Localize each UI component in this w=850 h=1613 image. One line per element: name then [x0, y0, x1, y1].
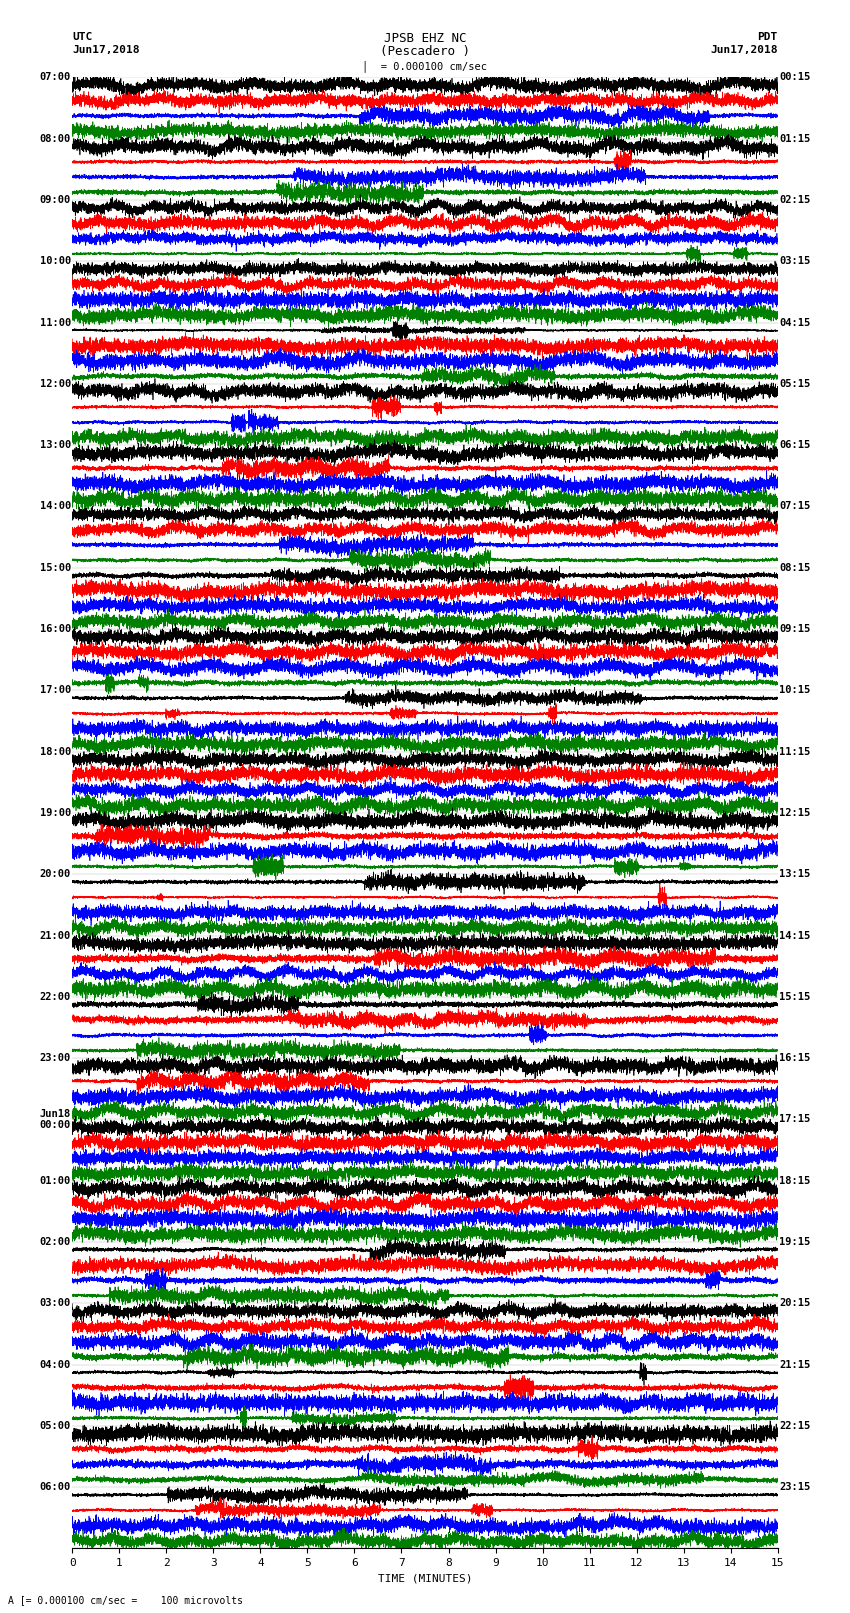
Text: 11:15: 11:15 [779, 747, 810, 756]
Text: 19:15: 19:15 [779, 1237, 810, 1247]
Text: 12:15: 12:15 [779, 808, 810, 818]
Text: 16:00: 16:00 [40, 624, 71, 634]
Text: 04:15: 04:15 [779, 318, 810, 327]
Text: 22:00: 22:00 [40, 992, 71, 1002]
Text: 03:15: 03:15 [779, 256, 810, 266]
Text: 17:00: 17:00 [40, 686, 71, 695]
Text: Jun18
00:00: Jun18 00:00 [40, 1108, 71, 1131]
Text: 01:00: 01:00 [40, 1176, 71, 1186]
Text: 20:15: 20:15 [779, 1298, 810, 1308]
Text: │  = 0.000100 cm/sec: │ = 0.000100 cm/sec [362, 60, 488, 71]
Text: 05:00: 05:00 [40, 1421, 71, 1431]
Text: Jun17,2018: Jun17,2018 [711, 45, 778, 55]
Text: 23:00: 23:00 [40, 1053, 71, 1063]
Text: 08:15: 08:15 [779, 563, 810, 573]
Text: 02:00: 02:00 [40, 1237, 71, 1247]
Text: 13:00: 13:00 [40, 440, 71, 450]
Text: 21:00: 21:00 [40, 931, 71, 940]
Text: 05:15: 05:15 [779, 379, 810, 389]
Text: A [= 0.000100 cm/sec =    100 microvolts: A [= 0.000100 cm/sec = 100 microvolts [8, 1595, 243, 1605]
Text: 22:15: 22:15 [779, 1421, 810, 1431]
Text: 09:00: 09:00 [40, 195, 71, 205]
Text: 04:00: 04:00 [40, 1360, 71, 1369]
Text: (Pescadero ): (Pescadero ) [380, 45, 470, 58]
Text: 09:15: 09:15 [779, 624, 810, 634]
Text: 00:15: 00:15 [779, 73, 810, 82]
Text: UTC: UTC [72, 32, 93, 42]
Text: 01:15: 01:15 [779, 134, 810, 144]
Text: 15:00: 15:00 [40, 563, 71, 573]
Text: 08:00: 08:00 [40, 134, 71, 144]
Text: 07:00: 07:00 [40, 73, 71, 82]
Text: 06:15: 06:15 [779, 440, 810, 450]
Text: Jun17,2018: Jun17,2018 [72, 45, 139, 55]
Text: 06:00: 06:00 [40, 1482, 71, 1492]
Text: 14:15: 14:15 [779, 931, 810, 940]
Text: 23:15: 23:15 [779, 1482, 810, 1492]
Text: 12:00: 12:00 [40, 379, 71, 389]
Text: 19:00: 19:00 [40, 808, 71, 818]
Text: 18:00: 18:00 [40, 747, 71, 756]
Text: 20:00: 20:00 [40, 869, 71, 879]
Text: 15:15: 15:15 [779, 992, 810, 1002]
Text: PDT: PDT [757, 32, 778, 42]
Text: 14:00: 14:00 [40, 502, 71, 511]
Text: 02:15: 02:15 [779, 195, 810, 205]
Text: 07:15: 07:15 [779, 502, 810, 511]
Text: 10:15: 10:15 [779, 686, 810, 695]
Text: 10:00: 10:00 [40, 256, 71, 266]
X-axis label: TIME (MINUTES): TIME (MINUTES) [377, 1574, 473, 1584]
Text: JPSB EHZ NC: JPSB EHZ NC [383, 32, 467, 45]
Text: 03:00: 03:00 [40, 1298, 71, 1308]
Text: 11:00: 11:00 [40, 318, 71, 327]
Text: 21:15: 21:15 [779, 1360, 810, 1369]
Text: 13:15: 13:15 [779, 869, 810, 879]
Text: 16:15: 16:15 [779, 1053, 810, 1063]
Text: 17:15: 17:15 [779, 1115, 810, 1124]
Text: 18:15: 18:15 [779, 1176, 810, 1186]
